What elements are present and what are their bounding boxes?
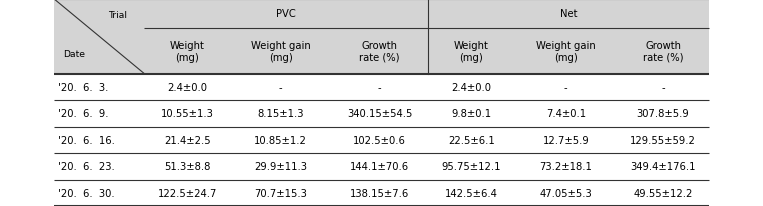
Text: 95.75±12.1: 95.75±12.1 [442, 162, 501, 171]
Text: 21.4±2.5: 21.4±2.5 [164, 135, 211, 145]
Text: Growth
rate (%): Growth rate (%) [642, 40, 684, 63]
Text: 102.5±0.6: 102.5±0.6 [353, 135, 406, 145]
Text: 22.5±6.1: 22.5±6.1 [448, 135, 494, 145]
Text: '20.  6.  30.: '20. 6. 30. [58, 188, 114, 198]
Text: 10.55±1.3: 10.55±1.3 [161, 109, 214, 119]
Text: Net: Net [560, 9, 577, 19]
Text: '20.  6.  16.: '20. 6. 16. [58, 135, 115, 145]
Text: -: - [378, 82, 382, 92]
Text: Weight
(mg): Weight (mg) [454, 40, 488, 63]
Text: -: - [279, 82, 282, 92]
Text: 70.7±15.3: 70.7±15.3 [254, 188, 307, 198]
Bar [54, 0, 709, 29]
Text: 9.8±0.1: 9.8±0.1 [451, 109, 491, 119]
Text: 73.2±18.1: 73.2±18.1 [539, 162, 592, 171]
Text: 49.55±12.2: 49.55±12.2 [633, 188, 693, 198]
Text: 142.5±6.4: 142.5±6.4 [445, 188, 497, 198]
Text: 12.7±5.9: 12.7±5.9 [542, 135, 589, 145]
Text: 10.85±1.2: 10.85±1.2 [254, 135, 307, 145]
Bar [54, 29, 709, 74]
Text: '20.  6.  3.: '20. 6. 3. [58, 82, 108, 92]
Text: Weight gain
(mg): Weight gain (mg) [251, 40, 311, 63]
Text: Weight
(mg): Weight (mg) [170, 40, 204, 63]
Text: 122.5±24.7: 122.5±24.7 [158, 188, 217, 198]
Text: 51.3±8.8: 51.3±8.8 [164, 162, 211, 171]
Text: -: - [662, 82, 665, 92]
Text: 129.55±59.2: 129.55±59.2 [630, 135, 696, 145]
Text: 8.15±1.3: 8.15±1.3 [258, 109, 304, 119]
Text: 2.4±0.0: 2.4±0.0 [167, 82, 208, 92]
Text: 340.15±54.5: 340.15±54.5 [347, 109, 412, 119]
Text: 2.4±0.0: 2.4±0.0 [451, 82, 491, 92]
Text: Date: Date [63, 49, 85, 58]
Text: 138.15±7.6: 138.15±7.6 [350, 188, 409, 198]
Text: 7.4±0.1: 7.4±0.1 [546, 109, 586, 119]
Text: -: - [564, 82, 568, 92]
Text: '20.  6.  23.: '20. 6. 23. [58, 162, 114, 171]
Text: Weight gain
(mg): Weight gain (mg) [536, 40, 596, 63]
Text: 349.4±176.1: 349.4±176.1 [630, 162, 696, 171]
Text: Trial: Trial [108, 11, 127, 20]
Text: 307.8±5.9: 307.8±5.9 [636, 109, 690, 119]
Text: PVC: PVC [276, 9, 296, 19]
Text: Growth
rate (%): Growth rate (%) [359, 40, 400, 63]
Text: 47.05±5.3: 47.05±5.3 [539, 188, 592, 198]
Text: 144.1±70.6: 144.1±70.6 [350, 162, 409, 171]
Text: 29.9±11.3: 29.9±11.3 [254, 162, 307, 171]
Text: '20.  6.  9.: '20. 6. 9. [58, 109, 108, 119]
